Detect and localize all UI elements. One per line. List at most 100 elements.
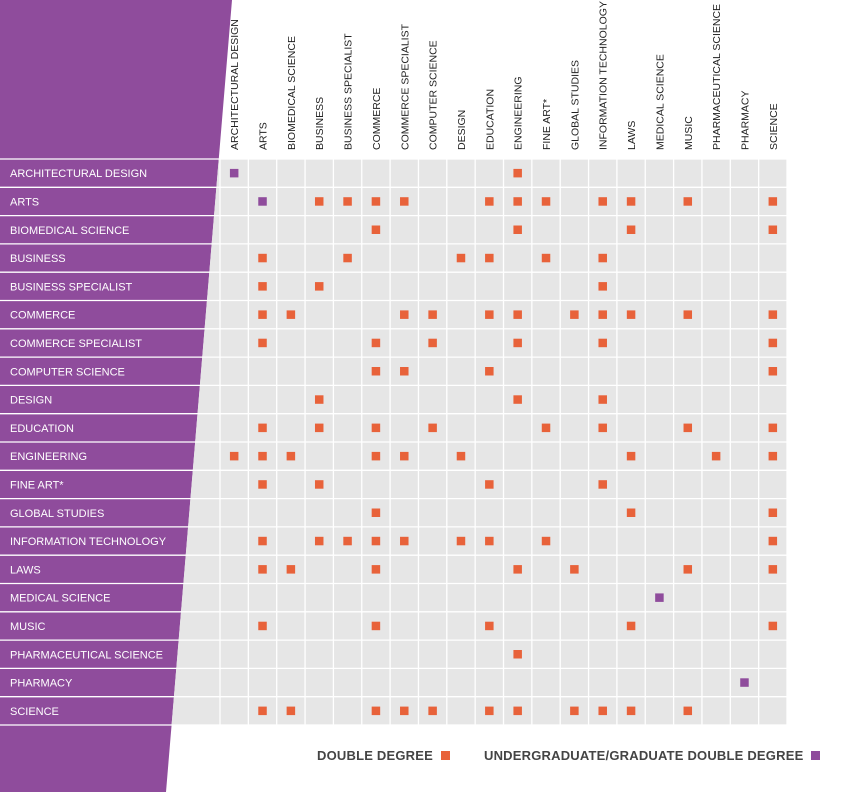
- column-header: ENGINEERING: [513, 76, 525, 150]
- double-degree-marker: [371, 225, 381, 234]
- double-degree-marker: [456, 451, 466, 461]
- matrix-row-background: [195, 413, 787, 442]
- double-degree-marker: [343, 197, 352, 206]
- double-degree-marker: [485, 253, 494, 263]
- row-label: ENGINEERING: [10, 451, 87, 463]
- double-degree-marker: [456, 536, 466, 546]
- row-label: MUSIC: [10, 621, 46, 633]
- double-degree-marker: [513, 706, 522, 716]
- row-label: DESIGN: [10, 395, 52, 407]
- double-degree-marker: [314, 480, 324, 489]
- double-degree-marker: [541, 423, 551, 433]
- legend-double-degree: DOUBLE DEGREE: [317, 748, 451, 763]
- double-degree-marker: [570, 310, 579, 319]
- legend-ug-grad-double-degree: UNDERGRADUATE/GRADUATE DOUBLE DEGREE: [484, 748, 821, 763]
- double-degree-marker: [229, 451, 239, 461]
- column-header: BIOMEDICAL SCIENCE: [286, 36, 298, 150]
- double-degree-marker: [598, 480, 607, 489]
- double-degree-marker: [598, 338, 607, 348]
- double-degree-marker: [371, 451, 381, 461]
- row-label: LAWS: [10, 564, 41, 576]
- double-degree-marker: [513, 650, 522, 659]
- double-degree-marker: [314, 197, 324, 206]
- column-header: DESIGN: [456, 110, 468, 150]
- matrix-row-background: [183, 555, 787, 584]
- double-degree-marker: [258, 706, 267, 716]
- row-label: BIOMEDICAL SCIENCE: [10, 225, 129, 237]
- matrix-row-background: [192, 442, 787, 471]
- double-degree-marker: [598, 310, 607, 319]
- double-degree-marker: [485, 480, 494, 489]
- row-label: PHARMACEUTICAL SCIENCE: [10, 649, 163, 661]
- legend: DOUBLE DEGREE UNDERGRADUATE/GRADUATE DOU…: [0, 748, 860, 774]
- matrix-row-background: [178, 611, 788, 641]
- double-degree-marker: [400, 451, 409, 461]
- row-label: FINE ART*: [10, 479, 64, 491]
- ug-grad-double-degree-marker: [258, 197, 267, 206]
- row-label: EDUCATION: [10, 423, 74, 435]
- degree-markers: [229, 168, 778, 716]
- double-degree-marker: [683, 706, 693, 716]
- double-degree-marker: [371, 423, 381, 433]
- column-header: FINE ART*: [541, 99, 553, 150]
- matrix-row-background: [176, 640, 788, 669]
- double-degree-marker: [768, 197, 778, 206]
- ug-grad-double-degree-swatch: [811, 751, 821, 760]
- double-degree-marker: [598, 197, 607, 206]
- double-degree-marker: [258, 621, 267, 631]
- double-degree-marker: [314, 536, 324, 546]
- double-degree-marker: [400, 536, 409, 546]
- double-degree-marker: [485, 367, 494, 376]
- row-label: BUSINESS SPECIALIST: [10, 281, 133, 293]
- double-degree-swatch: [441, 751, 451, 760]
- double-degree-marker: [768, 508, 778, 517]
- column-header: EDUCATION: [484, 89, 496, 150]
- double-degree-marker: [258, 310, 267, 319]
- double-degree-marker: [371, 338, 381, 348]
- row-label: COMMERCE SPECIALIST: [10, 338, 142, 350]
- double-degree-marker: [485, 536, 494, 546]
- double-degree-marker: [683, 565, 693, 574]
- double-degree-marker: [626, 451, 636, 461]
- double-degree-marker: [513, 168, 522, 178]
- double-degree-marker: [541, 253, 551, 263]
- double-degree-marker: [485, 621, 494, 631]
- ug-grad-double-degree-marker: [740, 678, 749, 687]
- double-degree-marker: [570, 706, 579, 716]
- double-degree-marker: [371, 367, 381, 376]
- double-degree-marker: [768, 423, 778, 433]
- double-degree-marker: [258, 338, 267, 348]
- matrix-row-background: [214, 187, 788, 216]
- double-degree-marker: [768, 225, 778, 234]
- column-header: LAWS: [626, 121, 638, 150]
- double-degree-marker: [314, 282, 324, 291]
- row-label: INFORMATION TECHNOLOGY: [10, 536, 167, 548]
- row-label: GLOBAL STUDIES: [10, 508, 104, 520]
- double-degree-marker: [768, 565, 778, 574]
- matrix-row-background: [173, 668, 788, 697]
- double-degree-marker: [513, 225, 522, 234]
- double-degree-marker: [400, 310, 409, 319]
- double-degree-marker: [683, 310, 693, 319]
- double-degree-marker: [371, 536, 381, 546]
- column-header: COMMERCE: [371, 88, 383, 150]
- column-header: COMPUTER SCIENCE: [428, 40, 440, 150]
- legend-double-degree-label: DOUBLE DEGREE: [317, 748, 434, 763]
- row-label: COMPUTER SCIENCE: [10, 366, 125, 378]
- row-label: BUSINESS: [10, 253, 66, 265]
- double-degree-marker: [626, 706, 636, 716]
- double-degree-marker: [768, 367, 778, 376]
- double-degree-marker: [371, 621, 381, 631]
- ug-grad-double-degree-marker: [655, 593, 664, 602]
- double-degree-marker: [428, 706, 437, 716]
- double-degree-marker: [371, 706, 381, 716]
- double-degree-marker: [258, 282, 267, 291]
- double-degree-marker: [485, 197, 494, 206]
- double-degree-marker: [513, 197, 522, 206]
- matrix-row-background: [171, 696, 788, 725]
- double-degree-marker: [314, 395, 324, 404]
- double-degree-marker: [286, 451, 296, 461]
- column-header: PHARMACEUTICAL SCIENCE: [711, 4, 723, 150]
- double-degree-marker: [343, 536, 352, 546]
- double-degree-marker: [598, 253, 607, 263]
